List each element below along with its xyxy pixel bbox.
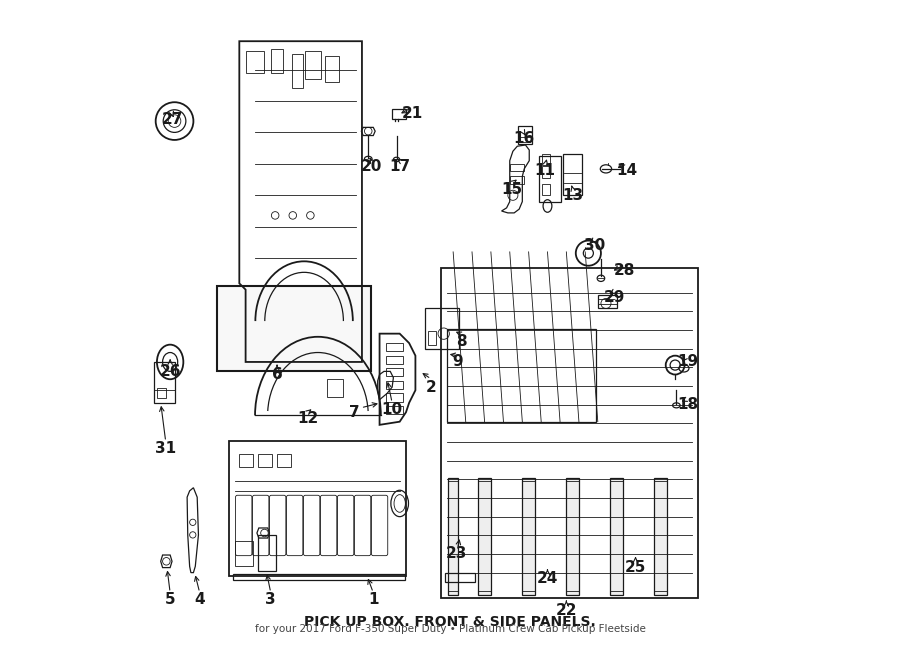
- Bar: [292, 54, 302, 88]
- Bar: [518, 126, 532, 144]
- Text: 6: 6: [272, 367, 283, 382]
- Text: 2: 2: [426, 379, 436, 395]
- Bar: [478, 478, 491, 594]
- Text: 20: 20: [361, 160, 382, 175]
- Bar: [441, 267, 698, 598]
- Bar: [386, 355, 403, 364]
- Text: 21: 21: [401, 106, 423, 121]
- Bar: [271, 49, 284, 73]
- Bar: [563, 154, 582, 195]
- Text: 25: 25: [625, 560, 646, 575]
- Bar: [155, 362, 175, 402]
- Bar: [386, 393, 403, 402]
- Bar: [448, 478, 457, 594]
- Bar: [386, 368, 403, 377]
- Bar: [425, 308, 459, 350]
- Bar: [328, 379, 343, 397]
- Text: 24: 24: [536, 571, 558, 587]
- Text: 31: 31: [155, 441, 176, 455]
- Bar: [258, 454, 272, 467]
- Text: 27: 27: [161, 113, 183, 127]
- Bar: [217, 287, 372, 371]
- Text: 7: 7: [349, 404, 360, 420]
- Bar: [539, 156, 562, 201]
- Text: 1: 1: [368, 592, 379, 606]
- Bar: [258, 535, 275, 571]
- Text: 5: 5: [165, 592, 176, 606]
- Text: 29: 29: [604, 290, 626, 305]
- Bar: [598, 295, 616, 308]
- Text: 8: 8: [456, 334, 466, 349]
- Text: 3: 3: [266, 592, 276, 606]
- Text: PICK UP BOX. FRONT & SIDE PANELS.: PICK UP BOX. FRONT & SIDE PANELS.: [304, 615, 596, 629]
- Text: 18: 18: [677, 397, 698, 412]
- Bar: [157, 388, 166, 398]
- Text: 12: 12: [297, 411, 319, 426]
- Text: for your 2017 Ford F-350 Super Duty • Platinum Crew Cab Pickup Fleetside: for your 2017 Ford F-350 Super Duty • Pl…: [255, 624, 645, 634]
- Bar: [522, 478, 535, 594]
- Bar: [509, 164, 524, 171]
- Text: 23: 23: [446, 546, 467, 561]
- Bar: [235, 542, 253, 566]
- Bar: [428, 331, 436, 345]
- Text: 22: 22: [555, 603, 577, 618]
- Text: 16: 16: [513, 131, 535, 146]
- Text: 11: 11: [534, 163, 554, 177]
- Bar: [566, 478, 579, 594]
- Text: 4: 4: [194, 592, 205, 606]
- Bar: [543, 154, 550, 165]
- Bar: [654, 478, 667, 594]
- Bar: [246, 50, 265, 73]
- Bar: [610, 478, 623, 594]
- Bar: [386, 406, 403, 414]
- Bar: [447, 329, 597, 422]
- Bar: [386, 343, 403, 352]
- Bar: [543, 184, 550, 195]
- Bar: [305, 50, 321, 79]
- Bar: [509, 176, 524, 184]
- Text: 15: 15: [501, 181, 522, 197]
- Text: 28: 28: [614, 263, 635, 278]
- Text: 13: 13: [562, 188, 583, 203]
- Text: 19: 19: [677, 354, 698, 369]
- Bar: [392, 109, 406, 118]
- Text: 17: 17: [389, 160, 410, 175]
- Bar: [239, 454, 253, 467]
- Text: 9: 9: [452, 354, 463, 369]
- Text: 30: 30: [584, 238, 606, 253]
- Bar: [229, 441, 406, 576]
- Bar: [543, 166, 550, 177]
- Text: 14: 14: [616, 163, 638, 177]
- Bar: [277, 454, 291, 467]
- Text: 10: 10: [382, 402, 402, 416]
- Bar: [326, 56, 339, 82]
- Text: 26: 26: [159, 364, 181, 379]
- Bar: [386, 381, 403, 389]
